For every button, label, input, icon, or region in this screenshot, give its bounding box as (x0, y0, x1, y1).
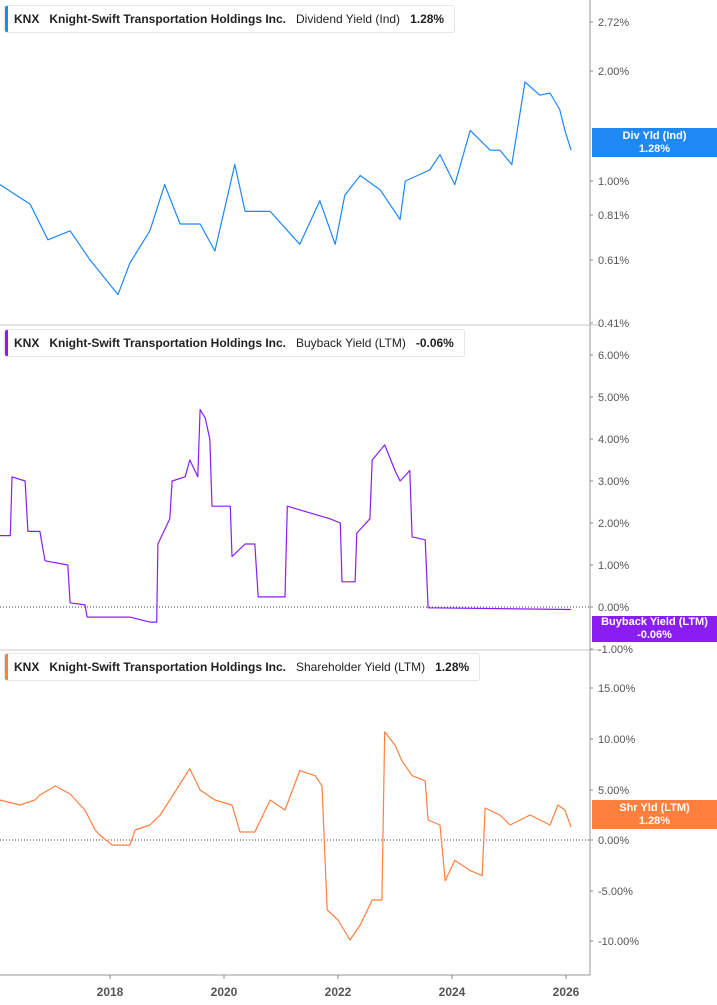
y-tick-label: 2.72% (598, 17, 629, 29)
series-2 (0, 731, 572, 941)
y-tick-label: 5.00% (598, 392, 629, 404)
legend-company: Knight-Swift Transportation Holdings Inc… (49, 660, 286, 674)
series-0 (0, 81, 572, 296)
series-color-marker (5, 330, 8, 356)
series-line (0, 409, 572, 623)
badge-label: Div Yld (Ind) (622, 129, 687, 142)
shareholder-yield-badge: Shr Yld (LTM) 1.28% (592, 800, 717, 829)
y-tick-label: 0.81% (598, 210, 629, 222)
y-tick-label: 1.00% (598, 176, 629, 188)
legend-ticker: KNX (14, 12, 40, 26)
legend-dividend-yield[interactable]: KNX Knight-Swift Transportation Holdings… (4, 5, 456, 33)
badge-value: 1.28% (638, 814, 671, 827)
legend-value: -0.06% (415, 336, 454, 350)
legend-company: Knight-Swift Transportation Holdings Inc… (49, 12, 286, 26)
legend-metric: Dividend Yield (Ind) (296, 12, 401, 26)
y-tick-label: 2.00% (598, 66, 629, 78)
legend-value: 1.28% (435, 660, 470, 674)
legend-value: 1.28% (410, 12, 445, 26)
series-1 (0, 409, 572, 623)
legend-company: Knight-Swift Transportation Holdings Inc… (49, 336, 286, 350)
badge-value: 1.28% (638, 142, 671, 155)
series-line (0, 81, 572, 296)
badge-label: Shr Yld (LTM) (619, 801, 690, 814)
buyback-yield-badge: Buyback Yield (LTM) -0.06% (592, 616, 717, 642)
x-tick-label: 2024 (439, 985, 466, 999)
badge-label: Buyback Yield (LTM) (601, 616, 708, 628)
y-tick-label: 0.00% (598, 835, 629, 847)
series-color-marker (5, 6, 8, 32)
y-tick-label: 0.61% (598, 255, 629, 267)
y-tick-label: 15.00% (598, 683, 636, 695)
y-tick-label: -5.00% (598, 886, 633, 898)
legend-buyback-yield[interactable]: KNX Knight-Swift Transportation Holdings… (4, 329, 465, 357)
y-tick-label: 3.00% (598, 476, 629, 488)
legend-metric: Shareholder Yield (LTM) (296, 660, 426, 674)
y-tick-label: -10.00% (598, 936, 639, 948)
y-tick-label: 4.00% (598, 434, 629, 446)
y-tick-label: 10.00% (598, 734, 636, 746)
legend-metric: Buyback Yield (LTM) (296, 336, 406, 350)
series-line (0, 731, 572, 941)
legend-shareholder-yield[interactable]: KNX Knight-Swift Transportation Holdings… (4, 653, 481, 681)
badge-value: -0.06% (637, 629, 672, 641)
x-tick-label: 2018 (97, 985, 124, 999)
x-tick-label: 2022 (325, 985, 352, 999)
y-tick-label: 5.00% (598, 785, 629, 797)
y-tick-label: 6.00% (598, 350, 629, 362)
y-tick-label: -1.00% (598, 644, 633, 656)
legend-ticker: KNX (14, 336, 40, 350)
y-tick-label: 1.00% (598, 560, 629, 572)
y-tick-label: 0.00% (598, 602, 629, 614)
x-tick-label: 2026 (553, 985, 580, 999)
legend-ticker: KNX (14, 660, 40, 674)
y-tick-label: 0.41% (598, 318, 629, 330)
x-tick-label: 2020 (211, 985, 238, 999)
dividend-yield-badge: Div Yld (Ind) 1.28% (592, 128, 717, 157)
series-color-marker (5, 654, 8, 680)
y-tick-label: 2.00% (598, 518, 629, 530)
